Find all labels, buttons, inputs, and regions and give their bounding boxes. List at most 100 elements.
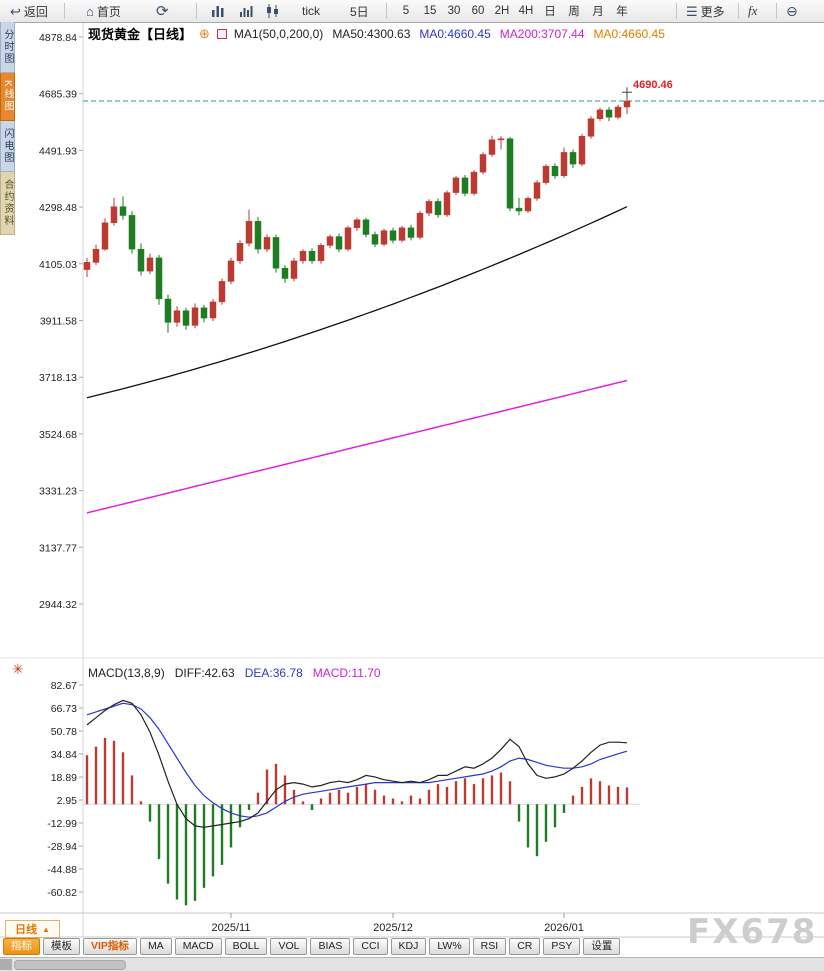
candle-body: [569, 152, 577, 165]
candle-body: [146, 257, 154, 272]
period-button-60[interactable]: 60: [471, 5, 485, 17]
indicator-tab-LW%[interactable]: LW%: [429, 938, 470, 955]
candle-body: [263, 237, 271, 250]
period-button-年[interactable]: 年: [616, 6, 628, 18]
candle-body: [515, 207, 523, 212]
tick-period-button[interactable]: tick: [302, 0, 320, 22]
candle-body: [218, 281, 226, 303]
indicator-settings-icon[interactable]: ✳: [12, 661, 24, 677]
price-axis-label: 4491.93: [39, 145, 77, 157]
sidebar-tab-合约资料[interactable]: 合约资料: [0, 171, 15, 235]
sidebar-tab-K线图[interactable]: K线图: [0, 73, 15, 121]
candle-body: [434, 201, 442, 216]
price-axis-label: 3331.23: [39, 486, 77, 498]
indicator-tab-VIP指标[interactable]: VIP指标: [83, 938, 137, 955]
five-day-label: 5日: [350, 4, 369, 19]
more-button[interactable]: ☰ 更多: [686, 0, 725, 22]
ma-value: MA50:4300.63: [332, 26, 411, 41]
candle-body: [254, 221, 262, 250]
indicator-tab-CCI[interactable]: CCI: [353, 938, 388, 955]
price-axis-label: 3911.58: [40, 316, 77, 328]
more-label: 更多: [700, 4, 725, 19]
macd-axis-label: 66.73: [51, 703, 77, 715]
candle-body: [200, 307, 208, 319]
indicator-tab-MACD[interactable]: MACD: [174, 938, 222, 955]
indicator-tab-设置[interactable]: 设置: [583, 938, 621, 955]
period-button-2H[interactable]: 2H: [494, 5, 510, 17]
ma-settings-icon[interactable]: [216, 28, 227, 39]
indicator-tab-KDJ[interactable]: KDJ: [390, 938, 427, 955]
candle-body: [542, 165, 550, 183]
candle-body: [497, 138, 505, 141]
indicator-tab-MA[interactable]: MA: [139, 938, 172, 955]
candle-body: [416, 212, 424, 238]
bar-chart-type-button[interactable]: [212, 0, 225, 22]
candle-chart-type-button[interactable]: [266, 0, 279, 22]
macd-header: MACD(13,8,9) DIFF:42.63 DEA:36.78 MACD:11.7…: [88, 666, 381, 680]
ma50-line: [86, 206, 628, 399]
candle-body: [587, 118, 595, 137]
candle-body: [470, 171, 478, 194]
candle-body: [344, 227, 352, 250]
horizontal-scrollbar[interactable]: [0, 957, 824, 971]
period-button-15[interactable]: 15: [423, 5, 437, 17]
refresh-button[interactable]: ⟳: [156, 0, 169, 22]
zoom-out-button[interactable]: ⊖: [786, 0, 798, 22]
macd-axis-label: 82.67: [51, 680, 77, 692]
candle-body: [389, 230, 397, 241]
indicator-tab-RSI[interactable]: RSI: [472, 938, 507, 955]
sidebar-tab-闪电图[interactable]: 闪电图: [0, 120, 15, 172]
formula-button[interactable]: fx: [748, 0, 757, 22]
candle-body: [551, 165, 559, 177]
indicator-tab-CR[interactable]: CR: [509, 938, 541, 955]
chart-title: 现货黄金【日线】: [88, 27, 193, 42]
indicator-tab-BIAS[interactable]: BIAS: [310, 938, 351, 955]
sidebar-tab-分时图[interactable]: 分时图: [0, 22, 15, 73]
macd-value: DEA:36.78: [244, 666, 303, 680]
indicator-tab-VOL[interactable]: VOL: [270, 938, 308, 955]
macd-axis-label: -28.94: [47, 841, 77, 853]
price-axis-label: 4105.03: [39, 259, 77, 271]
volume-chart-type-button[interactable]: [240, 0, 255, 22]
indicator-tab-BOLL[interactable]: BOLL: [224, 938, 268, 955]
indicator-tab-指标[interactable]: 指标: [3, 938, 40, 955]
candle-body: [101, 222, 109, 250]
top-toolbar: ↩ 返回 ⌂ 首页 ⟳ tick 5日 5 15 30 60 2H 4H 日周月年 ☰ 更多: [0, 0, 824, 23]
candle-body: [452, 177, 460, 193]
candle-body: [479, 154, 487, 173]
add-indicator-icon[interactable]: ⊕: [199, 26, 210, 41]
home-button[interactable]: ⌂ 首页: [86, 0, 121, 22]
period-button-月[interactable]: 月: [592, 6, 604, 18]
candle-body: [524, 198, 532, 212]
indicator-tab-模板[interactable]: 模板: [43, 938, 80, 955]
volume-bars-icon: [240, 6, 253, 17]
indicator-tab-PSY[interactable]: PSY: [543, 938, 581, 955]
macd-histogram: [85, 737, 629, 906]
date-axis-label: 2025/12: [373, 922, 413, 934]
macd-axis-label: -12.99: [47, 818, 77, 830]
macd-value: DIFF:42.63: [174, 666, 235, 680]
period-button-30[interactable]: 30: [447, 5, 461, 17]
home-icon: ⌂: [86, 3, 94, 19]
diff-line: [86, 699, 628, 828]
five-day-period-button[interactable]: 5日: [350, 0, 369, 22]
period-button-5[interactable]: 5: [402, 5, 410, 17]
candle-body: [380, 230, 388, 245]
scrollbar-endcap: [0, 959, 12, 970]
period-button-日[interactable]: 日: [544, 6, 556, 18]
menu-icon: ☰: [686, 3, 698, 19]
candlestick-icon: [267, 4, 278, 18]
scrollbar-thumb[interactable]: [14, 960, 126, 970]
candle-body: [560, 152, 568, 177]
ma-value: MA0:4660.45: [419, 26, 491, 41]
candle-body: [425, 201, 433, 214]
back-button[interactable]: ↩ 返回: [10, 0, 48, 22]
period-button-4H[interactable]: 4H: [518, 5, 534, 17]
toolbar-separator: [738, 3, 739, 19]
period-selector[interactable]: 日线 ▲: [5, 920, 60, 938]
period-button-周[interactable]: 周: [568, 6, 580, 18]
macd-value: MACD:11.70: [312, 666, 381, 680]
candle-body: [245, 221, 253, 244]
chevron-up-icon: ▲: [42, 924, 50, 934]
